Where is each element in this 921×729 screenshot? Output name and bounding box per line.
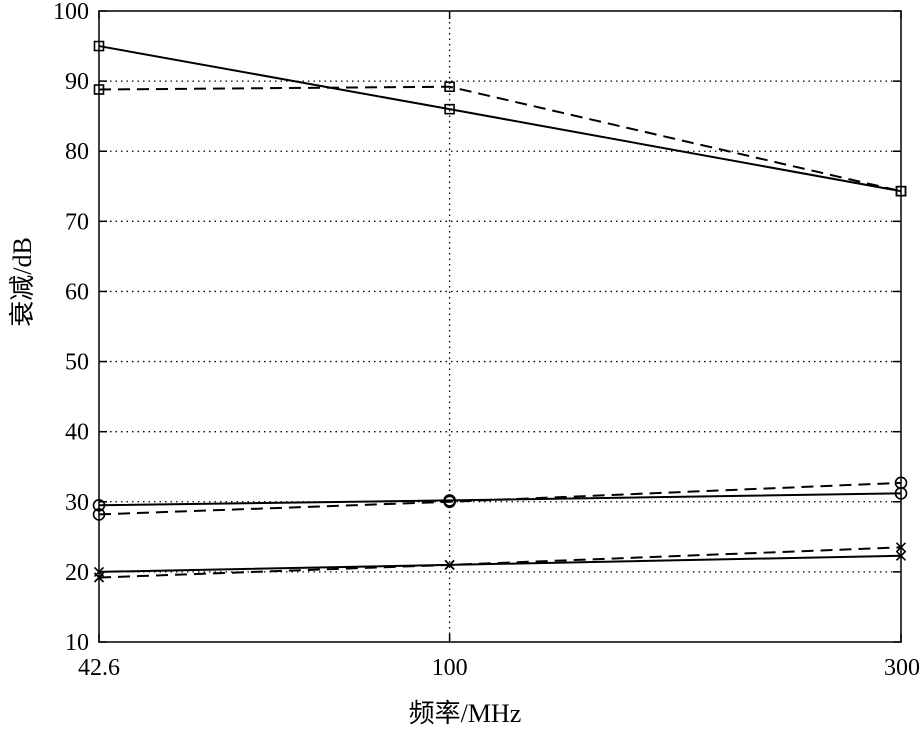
series-2 — [93, 81, 907, 197]
series-line — [98, 85, 902, 193]
series-line — [98, 492, 902, 507]
y-tick-label: 40 — [65, 420, 89, 446]
series-line — [98, 546, 902, 579]
y-axis-label: 衰减/dB — [8, 237, 37, 327]
data-point — [444, 81, 455, 93]
y-tick-label: 20 — [65, 560, 89, 586]
y-tick-label: 100 — [53, 0, 89, 25]
x-tick-label: 42.6 — [78, 655, 120, 681]
series-6 — [93, 542, 907, 583]
plot-frame — [98, 10, 902, 643]
y-tick-label: 30 — [65, 490, 89, 516]
x-tick-label: 300 — [884, 655, 920, 681]
y-tick-label: 10 — [65, 630, 89, 656]
series-line — [98, 45, 902, 193]
y-tick-label: 80 — [65, 139, 89, 165]
x-tick-label: 100 — [432, 655, 468, 681]
data-point — [444, 559, 455, 570]
series-group — [92, 40, 908, 583]
y-tick-label: 60 — [65, 279, 89, 305]
x-axis-label: 频率/MHz — [409, 699, 522, 728]
data-point — [444, 103, 455, 115]
y-tick-label: 50 — [65, 350, 89, 376]
ticks: 10 20 30 40 50 60 70 80 90 100 42.6 100 300 — [53, 0, 920, 681]
series-line — [98, 481, 902, 516]
series-1 — [93, 40, 907, 197]
y-tick-label: 70 — [65, 209, 89, 235]
grid — [99, 11, 901, 642]
data-point — [443, 495, 456, 509]
y-tick-label: 90 — [65, 69, 89, 95]
